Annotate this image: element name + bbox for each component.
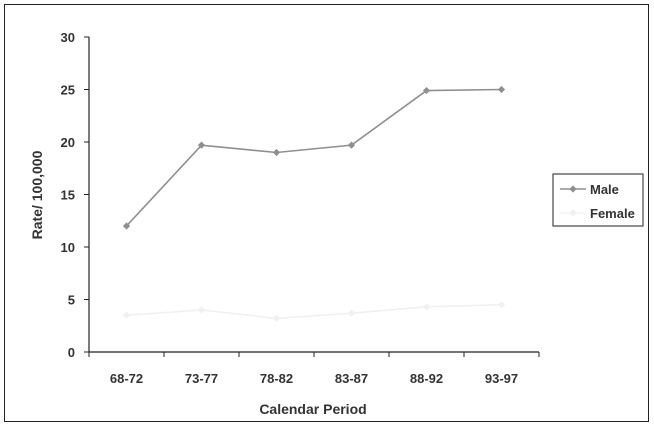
data-point-female	[422, 303, 431, 311]
series-male	[122, 85, 506, 230]
legend-label-female: Female	[590, 206, 635, 221]
y-ticks: 0 5 10 15 20 25 30	[61, 30, 89, 360]
series-layer	[122, 85, 506, 322]
series-female	[122, 301, 506, 322]
x-ticks: 68-72 73-77 78-82 83-87 88-92 93-97	[88, 352, 540, 386]
data-point-male	[272, 148, 281, 157]
x-tick-label: 88-92	[410, 371, 443, 386]
y-tick-label: 25	[61, 83, 75, 98]
data-point-male	[197, 141, 206, 149]
series-line-male	[125, 88, 502, 227]
data-point-female	[497, 301, 506, 309]
data-point-male	[422, 86, 431, 95]
data-point-female	[122, 311, 131, 319]
y-tick-label: 10	[61, 240, 75, 255]
x-tick-label: 78-82	[260, 371, 293, 386]
legend-marker-male	[569, 185, 577, 193]
series-line-female	[126, 303, 502, 320]
legend: Male Female	[552, 173, 644, 227]
data-point-male	[347, 141, 356, 149]
y-tick-label: 5	[68, 293, 75, 308]
x-tick-label: 68-72	[110, 371, 143, 386]
y-tick-label: 0	[68, 345, 75, 360]
y-tick-label: 20	[61, 135, 75, 150]
y-tick-label: 30	[61, 30, 75, 45]
data-point-female	[197, 306, 206, 314]
x-axis-title: Calendar Period	[259, 401, 366, 417]
y-axis-title: Rate/ 100,000	[29, 150, 45, 239]
data-point-female	[272, 314, 281, 322]
legend-marker-female	[569, 209, 577, 217]
x-tick-label: 93-97	[485, 371, 518, 386]
y-tick-label: 15	[61, 188, 75, 203]
data-point-male	[497, 85, 506, 94]
legend-box	[552, 173, 644, 227]
x-tick-label: 73-77	[185, 371, 218, 386]
legend-label-male: Male	[590, 182, 619, 197]
data-point-female	[347, 309, 356, 317]
x-tick-label: 83-87	[335, 371, 368, 386]
data-point-male	[122, 222, 131, 230]
